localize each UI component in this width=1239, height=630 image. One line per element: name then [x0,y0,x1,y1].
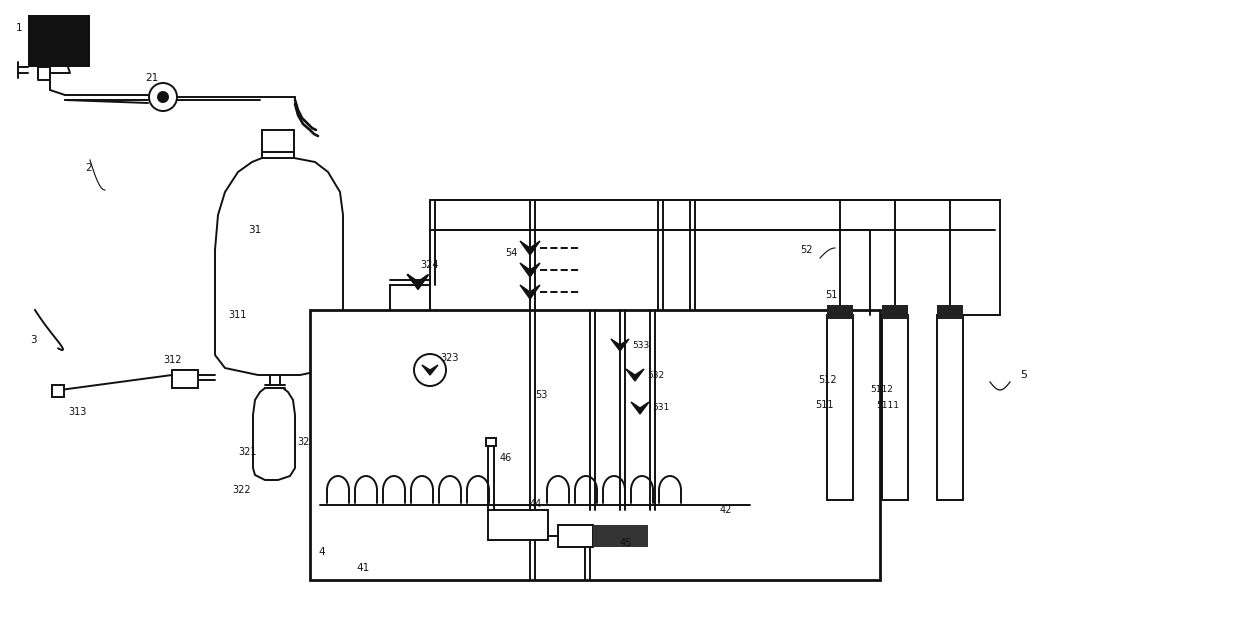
Polygon shape [520,285,540,299]
Text: 41: 41 [356,563,369,573]
Bar [52,385,64,397]
Bar [486,438,496,446]
Text: 312: 312 [164,355,181,365]
Polygon shape [253,388,295,480]
Text: 5: 5 [1020,370,1027,380]
Bar [882,305,908,319]
Text: 45: 45 [620,538,632,548]
Text: 323: 323 [440,353,458,363]
Circle shape [414,354,446,386]
Bar [28,15,90,67]
Text: 511: 511 [815,400,834,410]
Text: 311: 311 [228,310,247,320]
Text: 531: 531 [652,403,669,413]
Text: 313: 313 [68,407,87,417]
Bar [172,370,198,388]
Text: 2: 2 [85,163,92,173]
Polygon shape [520,241,540,255]
Polygon shape [611,339,629,351]
Bar [261,130,294,152]
Bar [310,310,880,580]
Bar [826,315,852,500]
Text: 322: 322 [232,485,250,495]
Text: 51: 51 [825,290,838,300]
Text: 512: 512 [818,375,836,385]
Text: 44: 44 [530,499,543,509]
Text: 324: 324 [420,260,439,270]
Bar [593,525,648,547]
Polygon shape [216,158,343,375]
Polygon shape [408,275,427,289]
Polygon shape [520,263,540,277]
Text: 532: 532 [647,370,664,379]
Text: 46: 46 [501,453,512,463]
Text: 321: 321 [238,447,256,457]
Text: 5111: 5111 [876,401,900,410]
Text: 21: 21 [145,73,159,83]
Text: 32: 32 [297,437,310,447]
Circle shape [159,92,169,102]
Text: 52: 52 [800,245,813,255]
Polygon shape [626,369,644,381]
Text: 53: 53 [535,390,548,400]
Bar [937,315,963,500]
Text: 54: 54 [506,248,518,258]
Text: 1: 1 [16,23,22,33]
Text: 533: 533 [632,340,649,350]
Bar [937,305,963,319]
Text: 31: 31 [248,225,261,235]
Text: 42: 42 [720,505,732,515]
Bar [882,315,908,500]
Text: 3: 3 [30,335,37,345]
Text: 4: 4 [318,547,325,557]
Polygon shape [631,402,649,414]
Circle shape [149,83,177,111]
Polygon shape [422,365,439,375]
Bar [558,525,593,547]
Bar [826,305,852,319]
Bar [488,510,548,540]
Text: 5112: 5112 [870,386,893,394]
